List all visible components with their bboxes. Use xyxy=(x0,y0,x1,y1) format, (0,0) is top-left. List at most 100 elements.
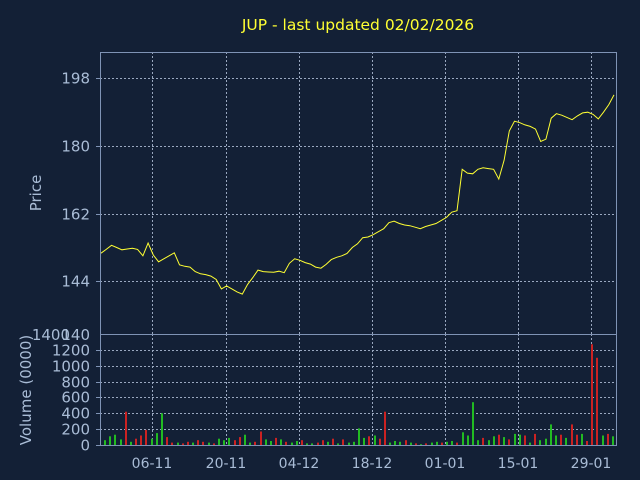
volume-bar xyxy=(368,436,370,445)
volume-bar xyxy=(140,435,142,445)
volume-bar xyxy=(317,442,319,445)
volume-bar xyxy=(612,436,614,445)
volume-bar xyxy=(555,435,557,445)
volume-bar xyxy=(446,441,448,445)
volume-bar xyxy=(576,434,578,445)
volume-bar xyxy=(529,442,531,445)
volume-bar xyxy=(420,444,422,445)
volume-bar xyxy=(327,441,329,445)
volume-bar xyxy=(125,411,127,445)
volume-bar xyxy=(322,440,324,445)
volume-bar xyxy=(374,435,376,445)
x-tick-label: 06-11 xyxy=(132,456,173,472)
volume-bar xyxy=(591,344,593,445)
volume-bar xyxy=(249,442,251,445)
volume-bar xyxy=(109,436,111,445)
volume-bar xyxy=(270,441,272,445)
volume-bar xyxy=(228,437,230,445)
price-tick-label: 180 xyxy=(61,138,90,156)
volume-axis-label: Volume (0000) xyxy=(17,335,35,445)
volume-bar xyxy=(114,434,116,445)
price-tick-label: 198 xyxy=(61,70,90,88)
volume-bar xyxy=(213,443,215,445)
volume-bar xyxy=(202,441,204,445)
volume-bar xyxy=(244,434,246,445)
x-tick-label: 18-12 xyxy=(352,456,393,472)
volume-bar xyxy=(130,441,132,445)
chart-title: JUP - last updated 02/02/2026 xyxy=(241,16,474,34)
volume-bar xyxy=(187,441,189,445)
volume-bar xyxy=(451,441,453,445)
volume-bar xyxy=(254,441,256,445)
volume-bar xyxy=(399,441,401,445)
volume-bar xyxy=(425,443,427,445)
volume-tick-label: 400 xyxy=(61,405,90,423)
volume-bar xyxy=(602,435,604,445)
price-line xyxy=(100,94,615,295)
x-tick-label: 20-11 xyxy=(206,456,247,472)
volume-bar xyxy=(581,433,583,445)
volume-bar xyxy=(410,442,412,445)
x-tick-label: 04-12 xyxy=(279,456,320,472)
volume-bar xyxy=(275,437,277,445)
volume-bar xyxy=(550,424,552,445)
price-tick-label: 144 xyxy=(61,273,90,291)
volume-bar xyxy=(197,440,199,445)
volume-bar xyxy=(524,435,526,445)
volume-bar xyxy=(177,442,179,445)
volume-tick-label: 200 xyxy=(61,421,90,439)
volume-bar xyxy=(151,438,153,445)
price-grid xyxy=(100,52,616,334)
x-tick-label: 29-01 xyxy=(571,456,612,472)
volume-bar xyxy=(394,441,396,445)
volume-bar xyxy=(560,434,562,445)
volume-bar xyxy=(405,440,407,445)
volume-bar xyxy=(534,433,536,445)
volume-bar xyxy=(415,443,417,445)
volume-bar xyxy=(503,437,505,445)
volume-bar xyxy=(104,440,106,445)
volume-bar xyxy=(342,439,344,445)
price-axis: 198 180 162 144 140 xyxy=(61,70,100,344)
volume-bar xyxy=(467,435,469,445)
volume-bar xyxy=(218,438,220,445)
volume-bar xyxy=(348,442,350,445)
volume-bar xyxy=(431,442,433,445)
volume-bar xyxy=(514,433,516,445)
volume-bar xyxy=(301,440,303,445)
volume-bar xyxy=(586,441,588,445)
volume-bar xyxy=(462,432,464,445)
volume-tick-label: 800 xyxy=(61,374,90,392)
volume-bar xyxy=(358,428,360,445)
volume-bar xyxy=(156,433,158,445)
volume-panel-frame xyxy=(100,334,617,446)
volume-bar xyxy=(306,443,308,445)
volume-top-tick-label: 1400 xyxy=(32,326,70,344)
price-axis-label: Price xyxy=(27,175,45,212)
price-bottom-tick-label: 140 xyxy=(61,326,90,344)
volume-bar xyxy=(239,437,241,445)
volume-bar xyxy=(332,438,334,445)
volume-bar xyxy=(363,437,365,445)
x-tick-label: 15-01 xyxy=(498,456,539,472)
volume-bar xyxy=(477,440,479,445)
volume-bar xyxy=(565,437,567,445)
volume-bar xyxy=(436,441,438,445)
volume-bars xyxy=(104,344,614,445)
volume-bar xyxy=(182,443,184,445)
volume-bar xyxy=(135,438,137,445)
volume-bar xyxy=(161,413,163,445)
volume-bar xyxy=(571,424,573,445)
volume-bar xyxy=(353,441,355,445)
volume-bar xyxy=(337,443,339,445)
volume-bar xyxy=(260,431,262,445)
volume-bar xyxy=(607,433,609,445)
volume-bar xyxy=(539,440,541,445)
volume-bar xyxy=(145,429,147,445)
volume-bar xyxy=(545,438,547,445)
volume-bar xyxy=(311,443,313,445)
volume-bar xyxy=(291,442,293,445)
